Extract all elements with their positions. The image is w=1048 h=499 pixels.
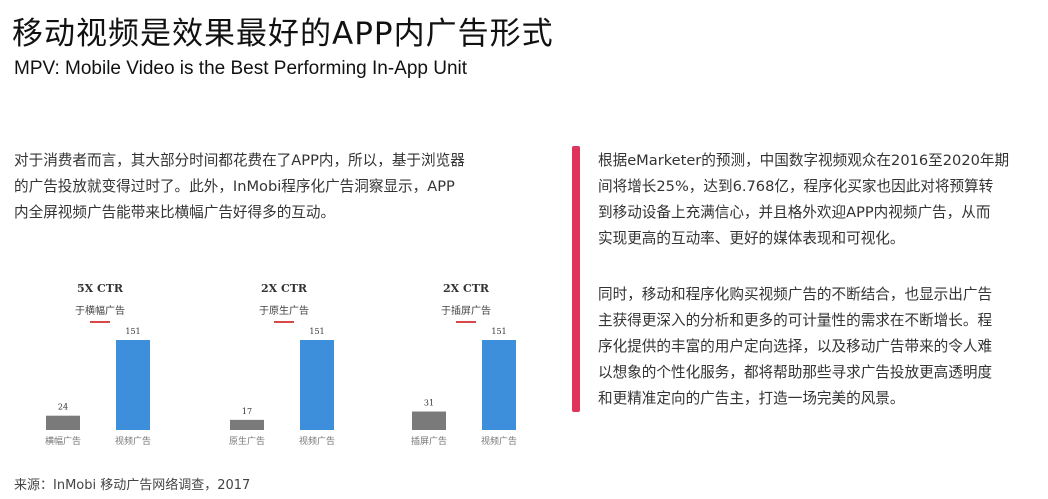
chart-title: 2X CTR bbox=[443, 282, 490, 295]
category-label: 横幅广告 bbox=[45, 435, 81, 447]
page-subtitle: MPV: Mobile Video is the Best Performing… bbox=[14, 58, 468, 79]
forecast-line: 根据eMarketer的预测，中国数字视频观众在2016至2020年期 bbox=[598, 152, 1010, 169]
intro-line: 的广告投放就变得过时了。此外，InMobi程序化广告洞察显示，APP bbox=[14, 178, 455, 195]
bar-comparison bbox=[412, 411, 446, 430]
bar-value-label: 151 bbox=[309, 327, 324, 336]
category-label: 视频广告 bbox=[299, 435, 335, 447]
chart-title: 5X CTR bbox=[77, 282, 124, 295]
category-label: 视频广告 bbox=[115, 435, 151, 447]
intro-line: 对于消费者而言，其大部分时间都花费在了APP内，所以，基于浏览器 bbox=[14, 152, 465, 169]
forecast-line: 实现更高的互动率、更好的媒体表现和可视化。 bbox=[598, 230, 905, 247]
source-note: 来源：InMobi 移动广告网络调查，2017 bbox=[14, 478, 251, 493]
analysis-line: 序化提供的丰富的用户定向选择，以及移动广告带来的令人难 bbox=[598, 338, 993, 355]
ctr-bar-charts: 5X CTR 于横幅广告 24 横幅广告 151 视频广告 2X CTR 于原生广告 17 原生广… bbox=[45, 282, 517, 447]
forecast-line: 到移动设备上充满信心，并且格外欢迎APP内视频广告，从而 bbox=[598, 204, 991, 221]
bar-comparison bbox=[46, 415, 80, 430]
chart-title: 2X CTR bbox=[261, 282, 308, 295]
bar-video bbox=[116, 340, 150, 430]
analysis-paragraph: 同时，移动和程序化购买视频广告的不断结合，也显示出广告 主获得更深入的分析和更多… bbox=[598, 282, 1038, 412]
bar-video bbox=[482, 340, 516, 430]
analysis-line: 以想象的个性化服务，都将帮助那些寻求广告投放更高透明度 bbox=[598, 364, 993, 381]
intro-line: 内全屏视频广告能带来比横幅广告好得多的互动。 bbox=[14, 204, 336, 221]
analysis-line: 主获得更深入的分析和更多的可计量性的需求在不断增长。程 bbox=[598, 312, 993, 329]
bar-value-label: 24 bbox=[58, 403, 68, 412]
bar-comparison bbox=[230, 419, 264, 430]
analysis-line: 和更精准定向的广告主，打造一场完美的风景。 bbox=[598, 390, 905, 407]
forecast-line: 间将增长25%，达到6.768亿，程序化买家也因此对将预算转 bbox=[598, 178, 994, 195]
analysis-line: 同时，移动和程序化购买视频广告的不断结合，也显示出广告 bbox=[598, 286, 993, 303]
bar-video bbox=[300, 340, 334, 430]
bar-value-label: 31 bbox=[424, 399, 434, 408]
forecast-paragraph: 根据eMarketer的预测，中国数字视频观众在2016至2020年期 间将增长… bbox=[598, 148, 1038, 252]
chart-subtitle: 于插屏广告 bbox=[441, 304, 491, 317]
category-label: 视频广告 bbox=[481, 435, 517, 447]
bar-value-label: 151 bbox=[491, 327, 506, 336]
category-label: 原生广告 bbox=[229, 435, 265, 447]
accent-divider bbox=[572, 146, 580, 412]
bar-value-label: 17 bbox=[242, 407, 252, 416]
chart-subtitle: 于原生广告 bbox=[259, 304, 309, 317]
category-label: 插屏广告 bbox=[411, 435, 447, 447]
page-title: 移动视频是效果最好的APP内广告形式 bbox=[12, 16, 554, 52]
intro-paragraph: 对于消费者而言，其大部分时间都花费在了APP内，所以，基于浏览器 的广告投放就变… bbox=[14, 148, 514, 226]
bar-value-label: 151 bbox=[125, 327, 140, 336]
chart-subtitle: 于横幅广告 bbox=[75, 304, 125, 317]
